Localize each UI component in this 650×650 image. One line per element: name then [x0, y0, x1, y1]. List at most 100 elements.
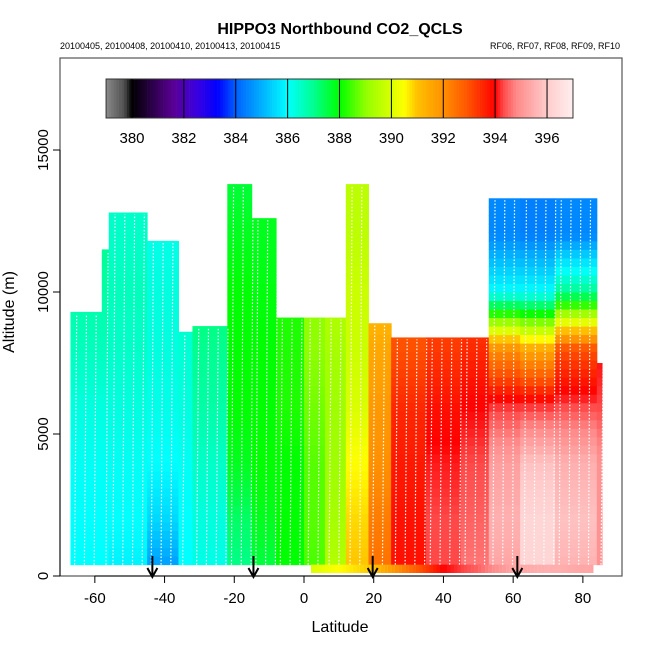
data-cell	[345, 530, 369, 540]
data-cell	[488, 513, 521, 523]
data-cell	[227, 487, 253, 497]
flight-track	[502, 200, 506, 565]
surface-cell	[450, 564, 455, 573]
surface-cell	[554, 564, 559, 573]
colorbar-swatch	[368, 79, 371, 118]
colorbar-swatch	[157, 79, 161, 118]
data-cell	[554, 326, 598, 336]
data-cell	[324, 530, 347, 540]
data-cell	[345, 232, 369, 242]
data-cell	[304, 445, 326, 455]
flight-track	[93, 313, 97, 565]
data-cell	[178, 470, 193, 480]
colorbar-swatch	[132, 79, 135, 118]
data-cell	[192, 334, 228, 344]
data-cell	[304, 522, 326, 532]
data-cell	[324, 487, 347, 497]
data-cell	[178, 368, 193, 378]
data-cell	[520, 479, 556, 489]
data-cell	[324, 556, 347, 566]
colorbar-swatch	[557, 79, 561, 118]
data-cell	[147, 436, 180, 446]
surface-cell	[534, 564, 538, 573]
data-cell	[108, 487, 148, 497]
data-cell	[554, 334, 598, 344]
flight-track	[558, 200, 562, 565]
data-cell	[101, 394, 110, 404]
data-cell	[276, 487, 305, 497]
data-cell	[276, 351, 305, 361]
data-cell	[554, 505, 598, 515]
colorbar-swatch	[147, 79, 151, 118]
data-cell	[520, 309, 556, 319]
data-cell	[101, 326, 110, 336]
data-cell	[251, 283, 277, 293]
data-cell	[147, 351, 180, 361]
data-cell	[488, 266, 521, 276]
data-cell	[251, 300, 277, 310]
flight-track	[543, 200, 547, 565]
data-cell	[276, 505, 305, 515]
data-cell	[101, 385, 110, 395]
data-cell	[391, 343, 427, 353]
colorbar-swatch	[326, 79, 330, 118]
data-cell	[147, 377, 180, 387]
data-cell	[147, 487, 180, 497]
data-cell	[324, 522, 347, 532]
data-cell	[368, 445, 392, 455]
data-cell	[147, 266, 180, 276]
flight-track	[289, 319, 293, 565]
colorbar-swatch	[323, 79, 327, 118]
data-cell	[391, 360, 427, 370]
data-cell	[276, 530, 305, 540]
data-cell	[304, 513, 326, 523]
colorbar-swatch	[393, 79, 397, 118]
data-cell	[426, 539, 462, 549]
data-cell	[276, 453, 305, 463]
surface-cell	[541, 564, 545, 573]
data-cell	[251, 411, 277, 421]
data-cell	[554, 496, 598, 506]
data-cell	[426, 377, 462, 387]
data-cell	[488, 547, 521, 557]
data-cell	[426, 479, 462, 489]
data-cell	[147, 368, 180, 378]
colorbar-swatch	[347, 79, 351, 118]
colorbar-swatch	[352, 79, 356, 118]
data-cell	[101, 479, 110, 489]
data-cell	[251, 487, 277, 497]
data-cell	[70, 311, 103, 319]
data-cell	[324, 343, 347, 353]
surface-cell	[453, 564, 458, 573]
data-cell	[192, 479, 228, 489]
surface-cell	[408, 564, 413, 573]
colorbar-swatch	[134, 79, 138, 118]
data-cell	[391, 453, 427, 463]
data-cell	[108, 496, 148, 506]
data-cell	[304, 436, 326, 446]
colorbar-swatch	[111, 79, 115, 118]
data-cell	[554, 470, 598, 480]
colorbar-swatch	[360, 79, 364, 118]
flight-track	[240, 186, 244, 565]
data-cell	[554, 292, 598, 302]
colorbar-swatch	[183, 79, 187, 118]
colorbar-swatch	[489, 79, 493, 118]
data-cell	[324, 419, 347, 429]
data-cell	[520, 470, 556, 480]
data-cell	[178, 419, 193, 429]
colorbar-swatch	[386, 79, 390, 118]
colorbar-swatch	[495, 79, 499, 118]
flight-track	[511, 200, 516, 565]
data-cell	[101, 274, 110, 284]
data-cell	[460, 402, 490, 412]
data-cell	[391, 337, 427, 344]
data-cell	[70, 385, 103, 395]
data-cell	[304, 539, 326, 549]
colorbar-swatch	[220, 79, 224, 118]
data-cell	[227, 394, 253, 404]
data-cell	[192, 539, 228, 549]
data-cell	[520, 522, 556, 532]
data-cell	[304, 470, 326, 480]
surface-cell	[359, 564, 364, 573]
